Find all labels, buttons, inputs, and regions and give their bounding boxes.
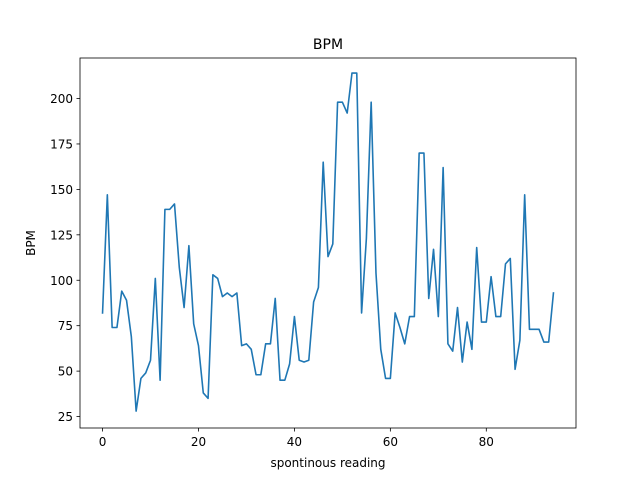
- y-axis-ticks: 25 50 75 100 125 150 175 200: [50, 92, 80, 424]
- x-tick-label: 80: [479, 435, 494, 449]
- x-axis-ticks: 0 20 40 60 80: [99, 428, 494, 449]
- y-axis-label: BPM: [24, 230, 38, 256]
- y-tick-label: 50: [58, 365, 73, 379]
- x-tick-label: 0: [99, 435, 107, 449]
- series-line: [101, 72, 555, 412]
- x-axis-label: spontinous reading: [270, 456, 385, 470]
- y-tick-label: 25: [58, 410, 73, 424]
- x-tick-label: 40: [287, 435, 302, 449]
- chart-title: BPM: [313, 37, 343, 53]
- y-tick-label: 125: [50, 228, 73, 242]
- y-tick-label: 175: [50, 137, 73, 151]
- y-tick-label: 150: [50, 183, 73, 197]
- y-tick-label: 100: [50, 274, 73, 288]
- plot-frame: [79, 57, 577, 429]
- series-layer: [101, 72, 555, 412]
- x-tick-label: 60: [383, 435, 398, 449]
- x-tick-label: 20: [191, 435, 206, 449]
- y-tick-label: 75: [58, 319, 73, 333]
- y-tick-label: 200: [50, 92, 73, 106]
